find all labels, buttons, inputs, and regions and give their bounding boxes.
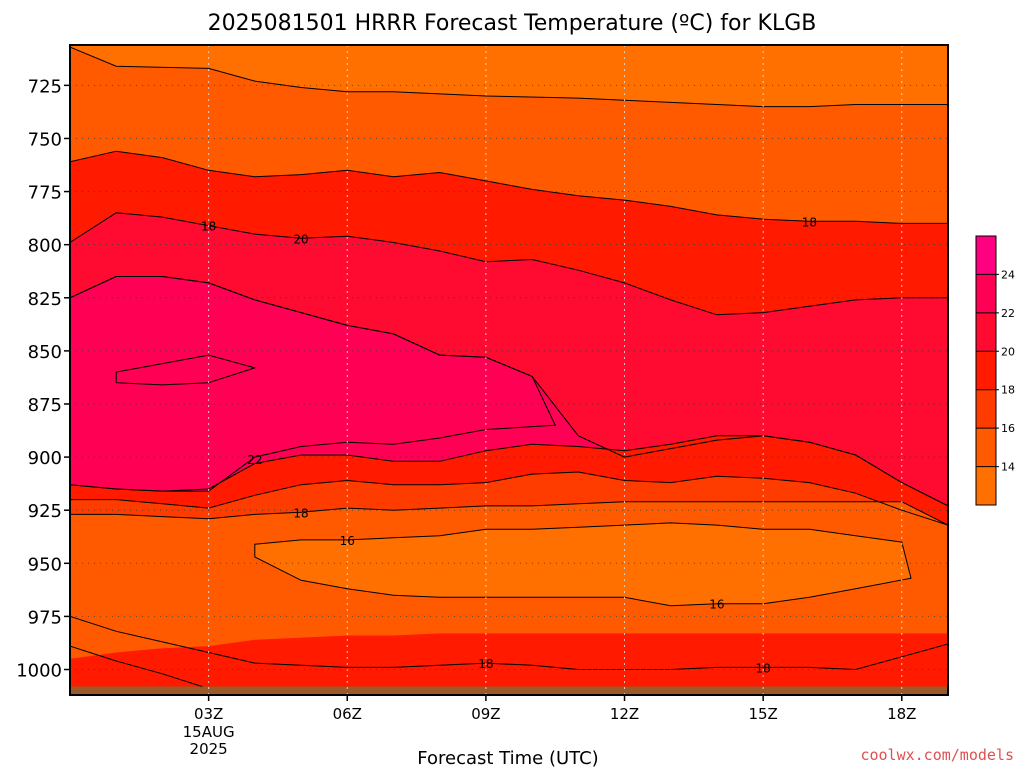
y-tick-label: 875 — [28, 395, 62, 416]
x-tick-label: 09Z — [471, 705, 500, 723]
contour-label: 20 — [293, 232, 308, 246]
colorbar-frame — [975, 235, 997, 506]
plot-area: 18 20 18 22 18 16 16 18 18 — [70, 45, 948, 695]
fill-band — [70, 472, 948, 526]
contour-region-16 — [254, 522, 912, 606]
contour-line-16 — [70, 150, 948, 224]
colorbar-label: 18 — [1001, 384, 1015, 397]
y-tick-label: 850 — [28, 342, 62, 363]
colorbar-label: 22 — [1001, 307, 1015, 320]
contour-line-18 — [70, 212, 948, 316]
y-tick-label: 725 — [28, 76, 62, 97]
y-tick-label: 1000 — [16, 661, 62, 682]
contour-label: 18 — [478, 657, 493, 671]
contour-label: 18 — [802, 215, 817, 229]
contour-label: 16 — [709, 598, 724, 612]
y-tick-label: 800 — [28, 236, 62, 257]
colorbar-label: 24 — [1001, 268, 1015, 281]
x-tick-label: 18Z — [887, 705, 916, 723]
colorbar-swatch — [976, 312, 996, 352]
colorbar-swatch — [976, 274, 996, 313]
contour-line-18 — [70, 615, 948, 671]
credit-text: coolwx.com/models — [860, 746, 1014, 764]
contour-line-22 — [70, 435, 948, 507]
contour-line-14 — [70, 46, 948, 108]
x-tick-sublabel: 2025 — [190, 740, 228, 758]
x-tick-label: 03Z — [194, 705, 223, 723]
contour-region-22 — [70, 276, 556, 492]
colorbar-label: 16 — [1001, 422, 1015, 435]
colorbar-swatch — [976, 351, 996, 390]
colorbar-swatch — [976, 428, 996, 467]
contour-line-20 — [70, 471, 948, 526]
contour-line-22 — [70, 276, 556, 492]
fill-band — [70, 435, 948, 526]
y-tick-label: 750 — [28, 129, 62, 150]
y-tick-label: 925 — [28, 501, 62, 522]
x-axis-label: Forecast Time (UTC) — [417, 748, 598, 768]
fill-band — [70, 151, 948, 315]
contour-label: 18 — [201, 220, 216, 234]
x-tick-label: 06Z — [333, 705, 362, 723]
plot-content: 18 20 18 22 18 16 16 18 18 — [70, 45, 948, 695]
contour-line-24 — [115, 354, 257, 386]
ground-strip — [70, 686, 948, 695]
x-tick-label: 12Z — [610, 705, 639, 723]
axes: 725 750 775 800 825 850 875 900 925 950 975 1000 03Z… — [16, 44, 949, 758]
fill-band — [70, 212, 948, 506]
plot-frame — [69, 44, 949, 696]
x-tick-label: 15Z — [748, 705, 777, 723]
y-tick-label: 825 — [28, 289, 62, 310]
fill-band — [70, 47, 948, 224]
y-tick-label: 950 — [28, 554, 62, 575]
contour-line-16 — [254, 522, 912, 607]
colorbar-label: 20 — [1001, 345, 1015, 358]
colorbar: 14 16 18 20 22 24 — [975, 235, 1015, 506]
contour-label: 18 — [756, 661, 771, 675]
y-tick-label: 900 — [28, 448, 62, 469]
colorbar-swatch — [976, 236, 996, 275]
contour-label: 16 — [340, 534, 355, 548]
y-tick-label: 975 — [28, 607, 62, 628]
colorbar-swatch — [976, 389, 996, 429]
x-tick-sublabel: 15AUG — [183, 723, 235, 741]
contour-label: 22 — [247, 453, 262, 467]
chart-title: 2025081501 HRRR Forecast Temperature (ºC… — [208, 11, 817, 36]
colorbar-swatch — [976, 466, 996, 505]
contour-line-18 — [70, 501, 948, 526]
contour-label: 18 — [293, 506, 308, 520]
y-tick-label: 775 — [28, 183, 62, 204]
colorbar-label: 14 — [1001, 461, 1015, 474]
